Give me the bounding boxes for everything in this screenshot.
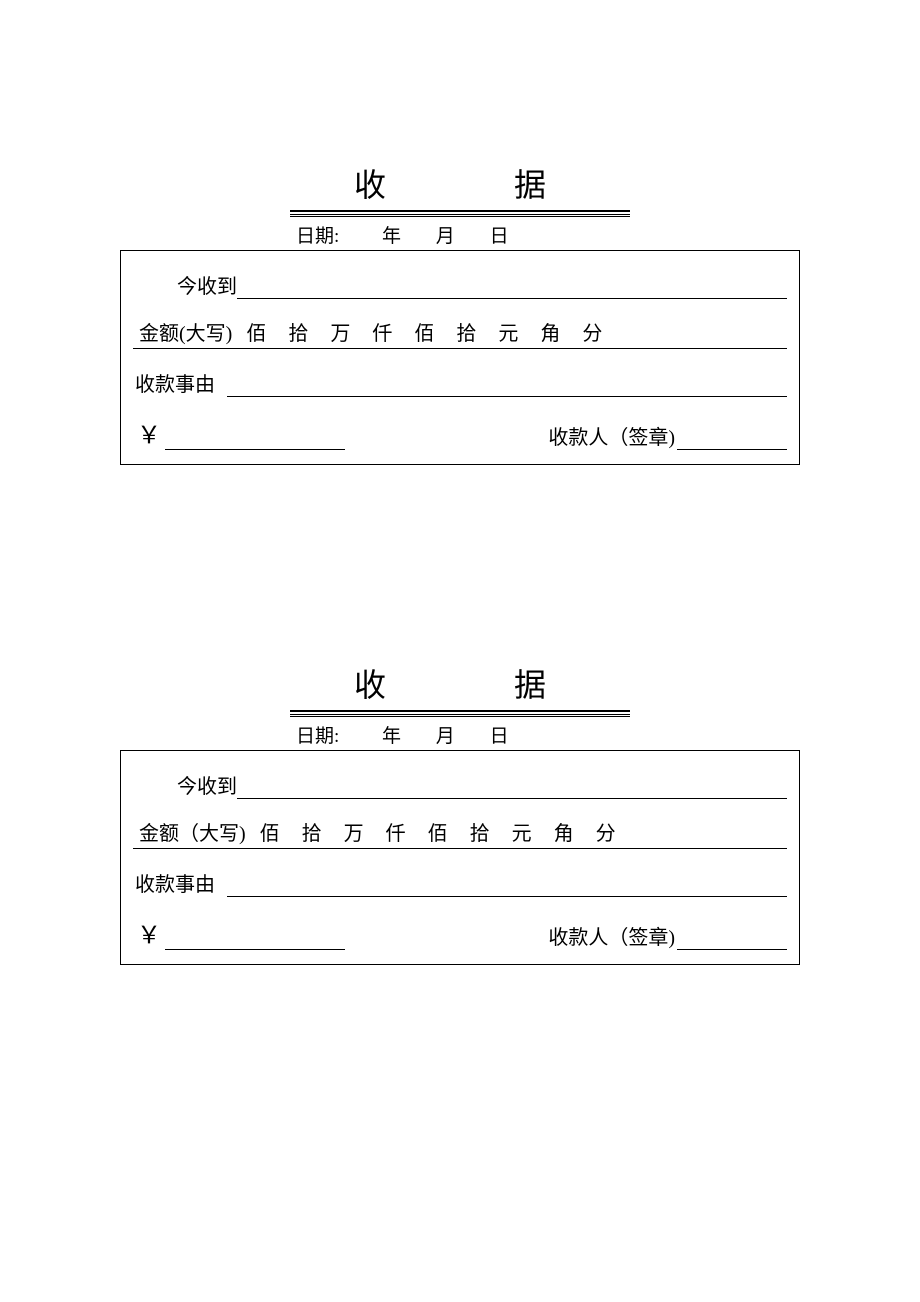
receipt-box: 今收到 金额(大写) 佰 拾 万 仟 佰 拾 元 角 分 收款事由 ￥ bbox=[120, 250, 800, 465]
receipt-form: 收 据 日期: 年 月 日 今收到 金额(大写) 佰 拾 万 仟 佰 拾 元 角 bbox=[120, 160, 800, 465]
unit: 分 bbox=[582, 317, 602, 346]
receipt-title: 收 据 bbox=[290, 660, 630, 712]
received-row: 今收到 bbox=[133, 769, 787, 799]
payee-label: 收款人（签章) bbox=[548, 421, 675, 450]
amount-label: 金额(大写) bbox=[139, 317, 232, 346]
payee-signature-line[interactable] bbox=[677, 928, 787, 950]
amount-label: 金额（大写) bbox=[139, 817, 246, 846]
unit: 拾 bbox=[302, 817, 322, 846]
payee-label: 收款人（签章) bbox=[548, 921, 675, 950]
unit: 拾 bbox=[288, 317, 308, 346]
reason-label: 收款事由 bbox=[133, 868, 215, 897]
unit: 角 bbox=[540, 317, 560, 346]
reason-input-line[interactable] bbox=[227, 875, 787, 897]
date-month: 月 bbox=[436, 721, 455, 748]
received-row: 今收到 bbox=[133, 269, 787, 299]
reason-label: 收款事由 bbox=[133, 368, 215, 397]
date-line: 日期: 年 月 日 bbox=[290, 217, 630, 248]
receipt-box: 今收到 金额（大写) 佰 拾 万 仟 佰 拾 元 角 分 收款事由 ￥ bbox=[120, 750, 800, 965]
receipt-form: 收 据 日期: 年 月 日 今收到 金额（大写) 佰 拾 万 仟 佰 拾 元 角 bbox=[120, 660, 800, 965]
unit: 佰 bbox=[428, 817, 448, 846]
unit: 万 bbox=[344, 817, 364, 846]
amount-numeric-line[interactable] bbox=[165, 928, 345, 950]
unit: 拾 bbox=[470, 817, 490, 846]
reason-input-line[interactable] bbox=[227, 375, 787, 397]
unit: 拾 bbox=[456, 317, 476, 346]
receipt-title: 收 据 bbox=[290, 160, 630, 212]
amount-units: 佰 拾 万 仟 佰 拾 元 角 分 bbox=[260, 817, 616, 846]
title-block: 收 据 日期: 年 月 日 bbox=[290, 660, 630, 748]
date-line: 日期: 年 月 日 bbox=[290, 717, 630, 748]
reason-row: 收款事由 bbox=[133, 367, 787, 397]
received-label: 今收到 bbox=[177, 770, 237, 799]
date-year: 年 bbox=[382, 721, 401, 748]
date-year: 年 bbox=[382, 221, 401, 248]
unit: 元 bbox=[498, 317, 518, 346]
unit: 角 bbox=[554, 817, 574, 846]
reason-row: 收款事由 bbox=[133, 867, 787, 897]
received-label: 今收到 bbox=[177, 270, 237, 299]
date-month: 月 bbox=[436, 221, 455, 248]
amount-numeric-line[interactable] bbox=[165, 428, 345, 450]
currency-icon: ￥ bbox=[133, 415, 161, 450]
currency-icon: ￥ bbox=[133, 915, 161, 950]
unit: 万 bbox=[330, 317, 350, 346]
date-label: 日期: bbox=[296, 221, 339, 248]
amount-units: 佰 拾 万 仟 佰 拾 元 角 分 bbox=[246, 317, 602, 346]
amount-row: 金额(大写) 佰 拾 万 仟 佰 拾 元 角 分 bbox=[133, 317, 787, 349]
amount-row: 金额（大写) 佰 拾 万 仟 佰 拾 元 角 分 bbox=[133, 817, 787, 849]
unit: 仟 bbox=[372, 317, 392, 346]
unit: 佰 bbox=[246, 317, 266, 346]
unit: 佰 bbox=[260, 817, 280, 846]
date-day: 日 bbox=[490, 221, 509, 248]
signature-row: ￥ 收款人（签章) bbox=[133, 415, 787, 450]
date-day: 日 bbox=[490, 721, 509, 748]
unit: 佰 bbox=[414, 317, 434, 346]
received-input-line[interactable] bbox=[237, 277, 787, 299]
received-input-line[interactable] bbox=[237, 777, 787, 799]
unit: 分 bbox=[596, 817, 616, 846]
date-label: 日期: bbox=[296, 721, 339, 748]
payee-signature-line[interactable] bbox=[677, 428, 787, 450]
unit: 元 bbox=[512, 817, 532, 846]
unit: 仟 bbox=[386, 817, 406, 846]
title-block: 收 据 日期: 年 月 日 bbox=[290, 160, 630, 248]
signature-row: ￥ 收款人（签章) bbox=[133, 915, 787, 950]
